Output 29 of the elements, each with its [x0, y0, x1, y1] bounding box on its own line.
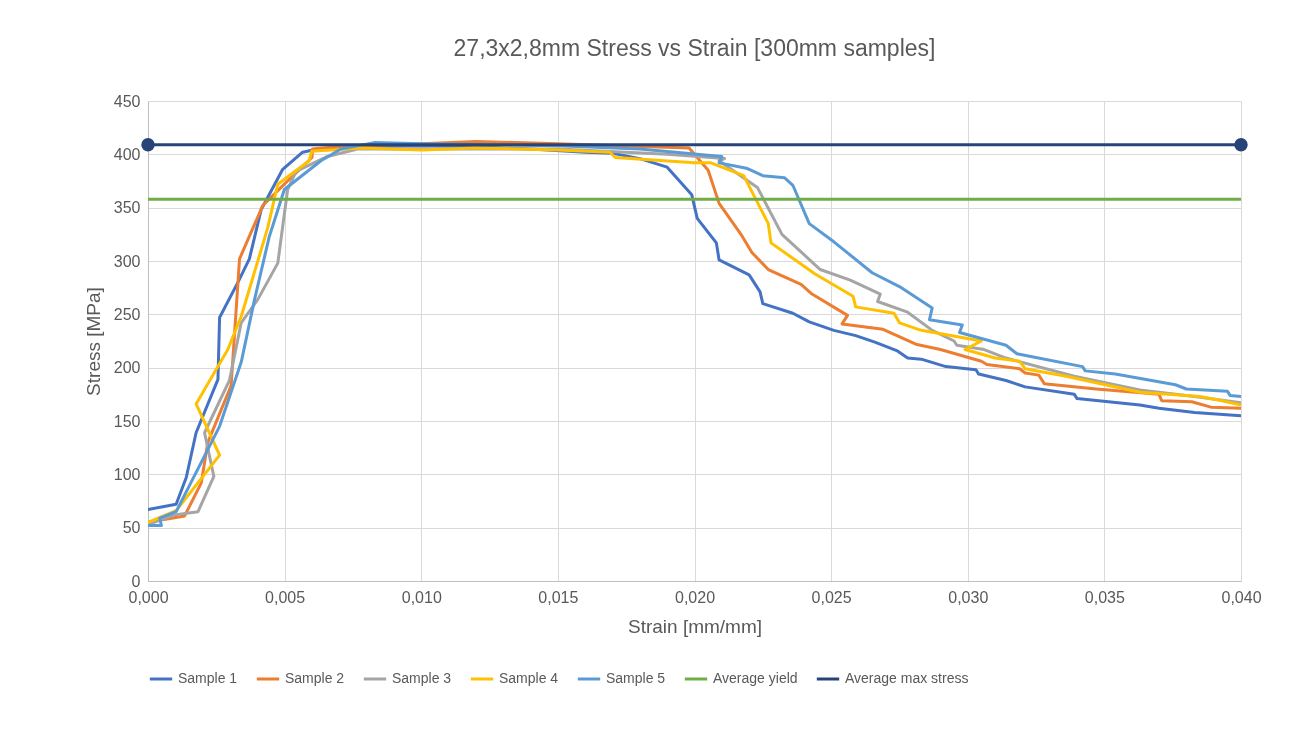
legend-label: Average yield: [713, 670, 798, 686]
x-tick-label: 0,040: [1221, 588, 1262, 606]
x-tick-label: 0,025: [811, 588, 852, 606]
legend-label: Sample 4: [499, 670, 559, 686]
legend-label: Average max stress: [845, 670, 969, 686]
x-tick-label: 0,000: [128, 588, 169, 606]
y-tick-label: 450: [113, 92, 141, 110]
x-tick-label: 0,015: [538, 588, 579, 606]
x-tick-label: 0,005: [265, 588, 306, 606]
x-tick-label: 0,010: [401, 588, 442, 606]
y-tick-label: 400: [113, 145, 141, 163]
legend-label: Sample 3: [392, 670, 452, 686]
y-tick-label: 200: [113, 359, 141, 377]
x-axis-title: Strain [mm/mm]: [627, 615, 763, 637]
y-tick-label: 350: [113, 199, 141, 217]
chart-title: 27,3x2,8mm Stress vs Strain [300mm samples]: [453, 35, 936, 61]
y-tick-label: 300: [113, 252, 141, 270]
y-tick-label: 50: [122, 519, 141, 537]
y-tick-label: 250: [113, 305, 141, 323]
y-tick-label: 150: [113, 412, 141, 430]
y-tick-label: 100: [113, 465, 141, 483]
x-tick-label: 0,035: [1084, 588, 1125, 606]
y-axis-title: Stress [MPa]: [82, 287, 104, 396]
legend-label: Sample 5: [606, 670, 666, 686]
legend-label: Sample 2: [285, 670, 345, 686]
y-tick-label: 0: [131, 572, 141, 590]
x-tick-label: 0,030: [948, 588, 989, 606]
legend-label: Sample 1: [178, 670, 238, 686]
x-tick-label: 0,020: [674, 588, 716, 606]
